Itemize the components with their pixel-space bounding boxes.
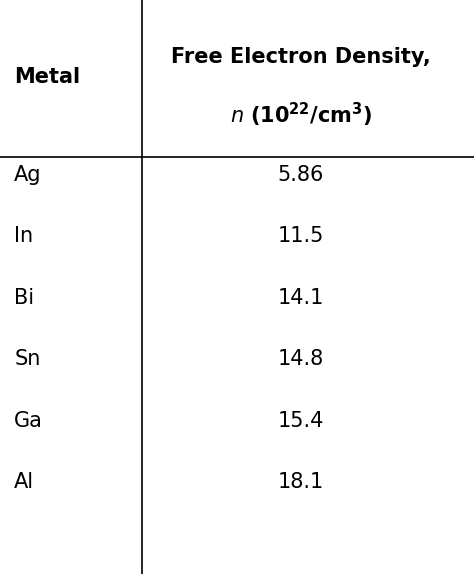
Text: 5.86: 5.86 (278, 165, 324, 185)
Text: Ag: Ag (14, 165, 42, 185)
Text: Bi: Bi (14, 288, 34, 308)
Text: Al: Al (14, 472, 34, 492)
Text: 11.5: 11.5 (278, 227, 324, 246)
Text: 14.8: 14.8 (278, 350, 324, 369)
Text: Free Electron Density,: Free Electron Density, (171, 48, 431, 67)
Text: $\bf{\it{n}}\ \mathbf{(10^{22}/cm^{3})}$: $\bf{\it{n}}\ \mathbf{(10^{22}/cm^{3})}$ (230, 100, 372, 129)
Text: Ga: Ga (14, 411, 43, 430)
Text: 14.1: 14.1 (278, 288, 324, 308)
Text: In: In (14, 227, 33, 246)
Text: Sn: Sn (14, 350, 41, 369)
Text: 18.1: 18.1 (278, 472, 324, 492)
Text: Metal: Metal (14, 68, 81, 87)
Text: 15.4: 15.4 (278, 411, 324, 430)
